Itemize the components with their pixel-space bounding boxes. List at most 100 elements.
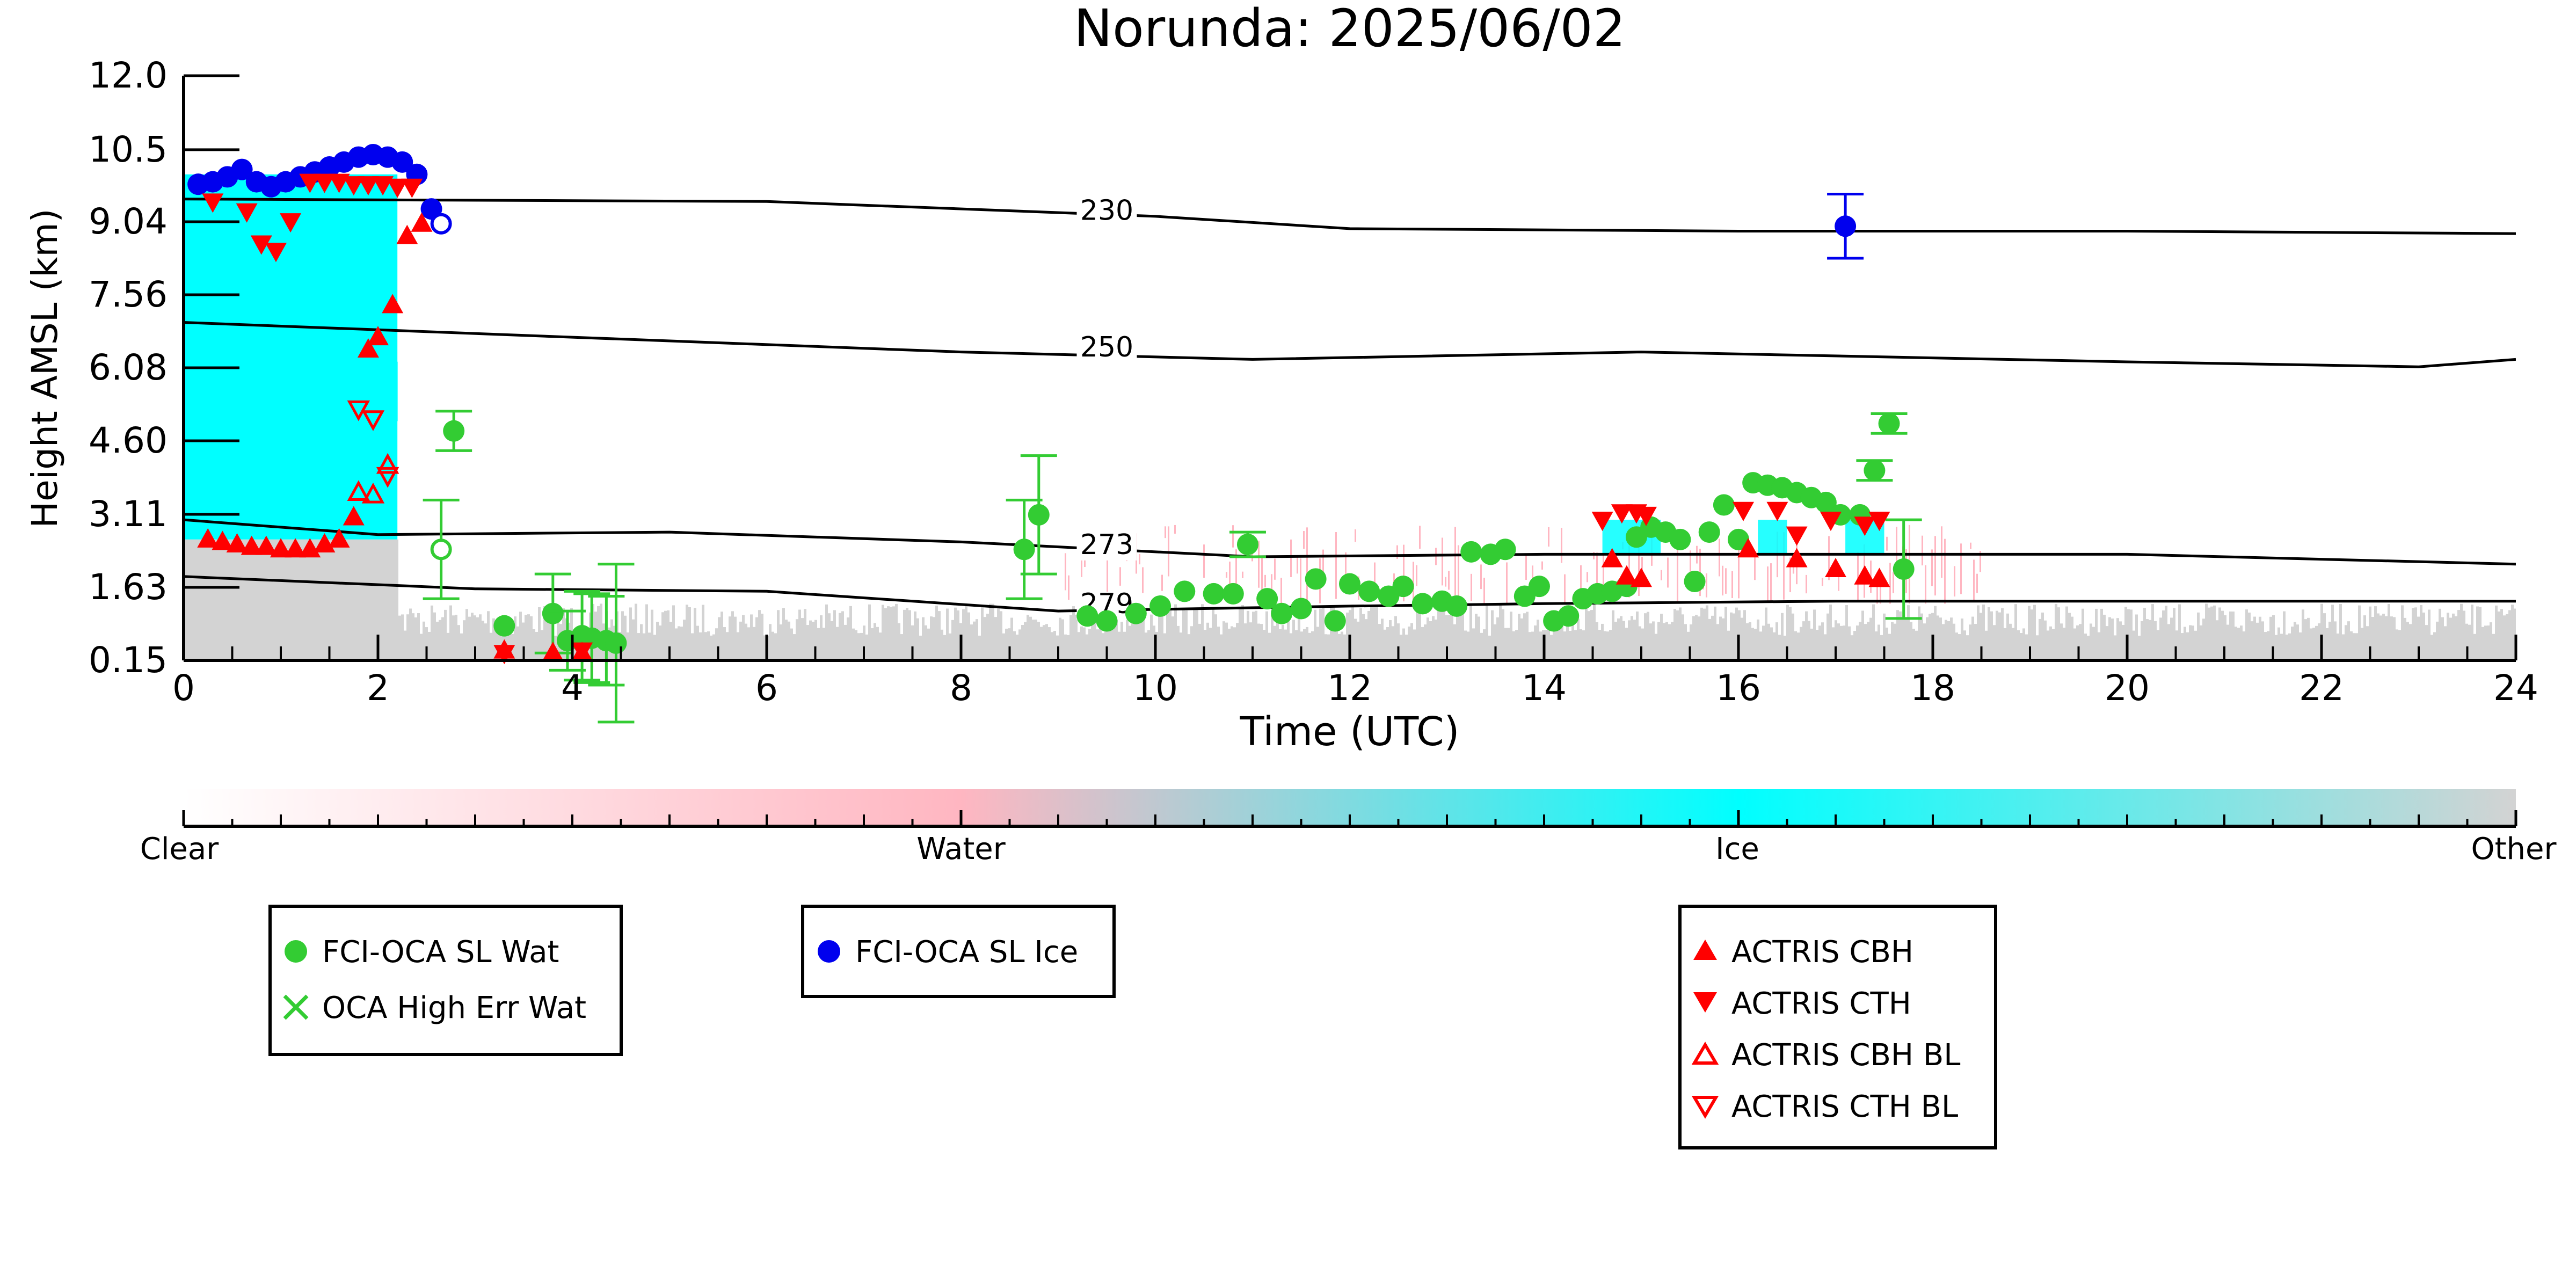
data-point <box>1076 605 1098 627</box>
cloud-column-other <box>202 539 205 660</box>
cloud-column-water <box>1355 529 1356 542</box>
cloud-column-other <box>2291 627 2294 660</box>
cloud-column-other <box>455 614 457 660</box>
cloud-column-other <box>533 629 535 660</box>
cloud-column-other <box>1182 609 1185 660</box>
cloud-column-other <box>243 539 245 660</box>
cloud-column-other <box>490 632 492 660</box>
cloud-column-other <box>978 635 981 660</box>
cloud-column-other <box>635 603 637 660</box>
cloud-column-other <box>482 621 484 660</box>
cloud-column-other <box>1974 624 1977 660</box>
cloud-column-other <box>938 611 941 660</box>
cloud-column-other <box>1800 627 1802 660</box>
cloud-column-other <box>1378 624 1381 660</box>
data-point <box>493 615 515 637</box>
cloud-column-other <box>417 613 420 660</box>
cloud-column-other <box>1314 609 1316 660</box>
cloud-column-other <box>916 618 919 660</box>
cloud-column-other <box>814 620 817 660</box>
cloud-column-other <box>2218 607 2221 660</box>
cloud-column-other <box>2200 625 2202 660</box>
cloud-column-other <box>208 539 210 660</box>
cloud-column-other <box>549 608 551 660</box>
cloud-column-other <box>1571 624 1574 660</box>
data-point <box>270 538 292 558</box>
x-axis-label: Time (UTC) <box>1239 709 1459 755</box>
cloud-column-other <box>2479 607 2482 660</box>
cloud-column-other <box>2304 619 2307 660</box>
cloud-column-other <box>1794 631 1797 660</box>
y-axis-label: Height AMSL (km) <box>24 209 66 528</box>
cloud-column-other <box>361 539 363 660</box>
cloud-column-other <box>2444 626 2447 660</box>
data-point <box>1324 610 1346 632</box>
cloud-column-other <box>876 627 879 660</box>
cloud-column-other <box>353 539 355 660</box>
cloud-column-other <box>1456 607 1459 660</box>
cloud-column-other <box>2116 618 2119 660</box>
cloud-column-water <box>1767 566 1769 602</box>
x-tick-label: 0 <box>172 667 195 709</box>
cloud-column-other <box>804 609 806 660</box>
cloud-column-other <box>1346 612 1349 660</box>
isotherm-label-bg <box>1076 532 1137 561</box>
cloud-column-other <box>2315 625 2318 660</box>
cloud-column-other <box>1606 631 1609 660</box>
cloud-column-other <box>678 626 680 660</box>
data-point <box>1096 610 1118 632</box>
cloud-column-other <box>2047 630 2049 660</box>
cloud-column-other <box>2431 635 2433 660</box>
cloud-column-other <box>2294 622 2296 660</box>
cloud-column-other <box>2143 608 2146 660</box>
cloud-column-other <box>1869 617 1872 660</box>
cloud-column-water <box>1896 527 1897 565</box>
cloud-column-water <box>1374 562 1376 599</box>
data-point <box>1305 568 1327 590</box>
cloud-column-other <box>2345 625 2347 660</box>
cloud-column-water <box>1232 525 1234 548</box>
cloud-column-other <box>1684 624 1687 660</box>
data-point <box>1013 539 1035 561</box>
cloud-column-other <box>2135 614 2138 660</box>
cloud-column-other <box>2052 629 2055 660</box>
cloud-column-other <box>2283 611 2286 660</box>
legend-marker-cth-bl <box>1691 1096 1719 1119</box>
cloud-column-other <box>981 606 984 660</box>
cloud-column-water <box>1448 571 1450 590</box>
cloud-column-other <box>331 539 334 660</box>
cloud-column-other <box>2288 633 2291 660</box>
data-point <box>1358 580 1380 602</box>
data-point <box>255 535 277 555</box>
cloud-column-other <box>1421 627 1424 660</box>
data-point <box>1149 595 1171 617</box>
data-point <box>542 642 564 661</box>
cloud-column-other <box>186 539 189 660</box>
cloud-column-other <box>1539 631 1542 660</box>
cloud-column-other <box>1427 617 1429 660</box>
data-point <box>571 642 593 662</box>
cloud-column-water <box>1789 557 1791 593</box>
cloud-column-other <box>2406 622 2409 660</box>
cloud-column-other <box>737 632 739 660</box>
cloud-column-other <box>2495 605 2498 660</box>
cloud-column-other <box>1053 631 1056 660</box>
cloud-column-other <box>2092 627 2095 660</box>
data-point <box>1635 506 1657 526</box>
cloud-column-other <box>2404 617 2406 660</box>
cloud-column-other <box>1478 616 1480 660</box>
data-point <box>1528 576 1550 598</box>
cloud-column-other <box>852 628 855 660</box>
cloud-column-water <box>1280 578 1282 604</box>
data-point <box>1460 541 1482 563</box>
cloud-column-other <box>283 539 286 660</box>
cloud-column-other <box>1741 617 1743 660</box>
cloud-column-other <box>1376 606 1378 660</box>
cloud-column-other <box>874 623 876 660</box>
cloud-column-other <box>2460 603 2463 660</box>
cloud-column-other <box>1467 631 1469 660</box>
data-point <box>387 178 409 198</box>
cloud-column-other <box>2471 605 2473 660</box>
cloud-column-other <box>227 539 229 660</box>
data-point <box>430 539 452 561</box>
